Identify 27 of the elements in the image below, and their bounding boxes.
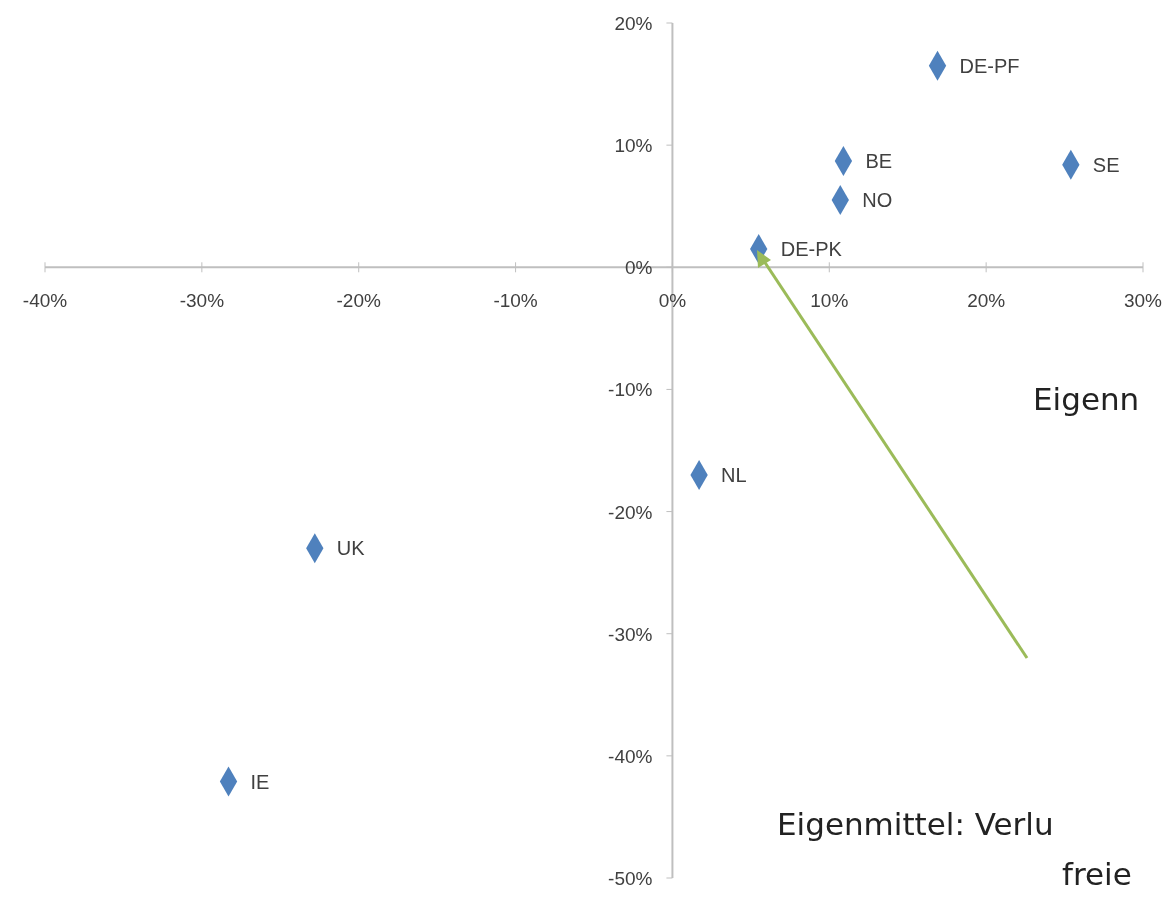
y-tick-label: -10% [608, 379, 653, 401]
series-label: DE-PF [959, 54, 1020, 77]
x-tick-label: 10% [810, 290, 849, 312]
x-tick-label: 30% [1123, 290, 1163, 312]
series-label: NL [721, 463, 747, 486]
y-tick-label: -30% [608, 623, 653, 645]
series-label: IE [250, 770, 270, 793]
x-tick-label: 0% [658, 290, 687, 312]
y-tick-label: 0% [624, 257, 653, 279]
series-label: BE [865, 150, 893, 173]
x-tick-label: 20% [967, 290, 1006, 312]
series-label: NO [862, 189, 893, 212]
annotation: Eigenmittel: Verlu [777, 806, 1054, 842]
x-tick-label: -20% [336, 290, 381, 312]
y-tick-label: -50% [608, 868, 653, 889]
series-label: DE-PK [780, 237, 843, 260]
series-label: SE [1092, 153, 1120, 176]
annotation: freie [1062, 856, 1132, 892]
y-tick-label: -20% [608, 501, 653, 523]
x-tick-label: -30% [179, 290, 225, 312]
y-tick-label: -40% [608, 745, 653, 767]
x-tick-label: -10% [493, 290, 538, 312]
annotation: Eigenn [1033, 381, 1140, 417]
series-label: UK [336, 537, 366, 560]
y-tick-label: 10% [614, 135, 653, 157]
x-tick-label: -40% [22, 290, 68, 312]
y-tick-label: 20% [614, 13, 653, 34]
